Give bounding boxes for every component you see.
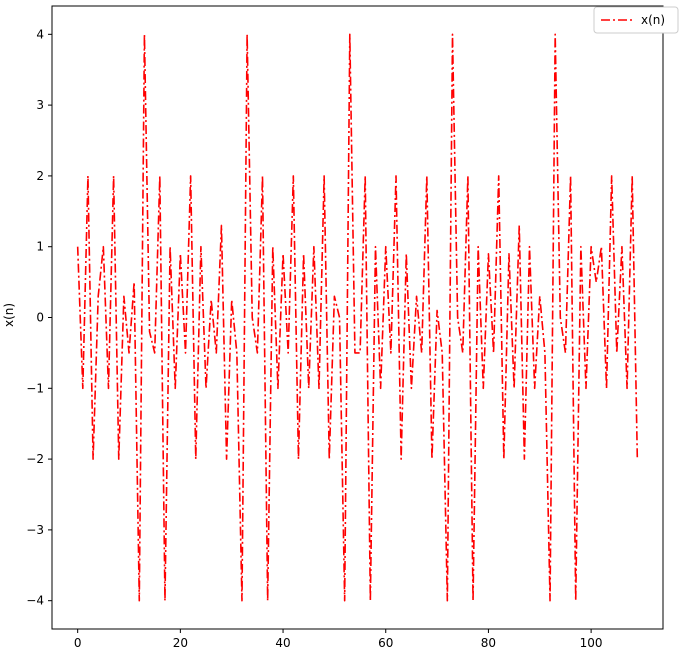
y-tick-label: −1	[26, 381, 44, 395]
y-tick-label: 3	[36, 98, 44, 112]
x-tick-label: 100	[580, 636, 603, 650]
y-axis-label: x(n)	[2, 303, 16, 327]
axes-frame	[51, 5, 664, 630]
x-tick-label: 20	[173, 636, 188, 650]
y-tick-label: −3	[26, 523, 44, 537]
y-tick-label: 1	[36, 240, 44, 254]
y-tick-label: −2	[26, 452, 44, 466]
legend: x(n)	[593, 6, 679, 34]
y-tick-label: 2	[36, 169, 44, 183]
x-tick-label: 40	[275, 636, 290, 650]
x-tick-label: 80	[481, 636, 496, 650]
axes	[51, 5, 664, 630]
legend-label: x(n)	[641, 13, 665, 27]
x-tick-label: 0	[74, 636, 82, 650]
y-tick-label: 0	[36, 311, 44, 325]
y-tick-label: 4	[36, 27, 44, 41]
ticks: 0 20 40 60 80 100 −4 −3 −2 −1 0 1 2 3 4	[26, 27, 602, 650]
series-line-0	[76, 33, 639, 602]
y-tick-label: −4	[26, 594, 44, 608]
legend-frame	[593, 6, 679, 34]
x-tick-label: 60	[378, 636, 393, 650]
plot-lines	[76, 33, 639, 602]
